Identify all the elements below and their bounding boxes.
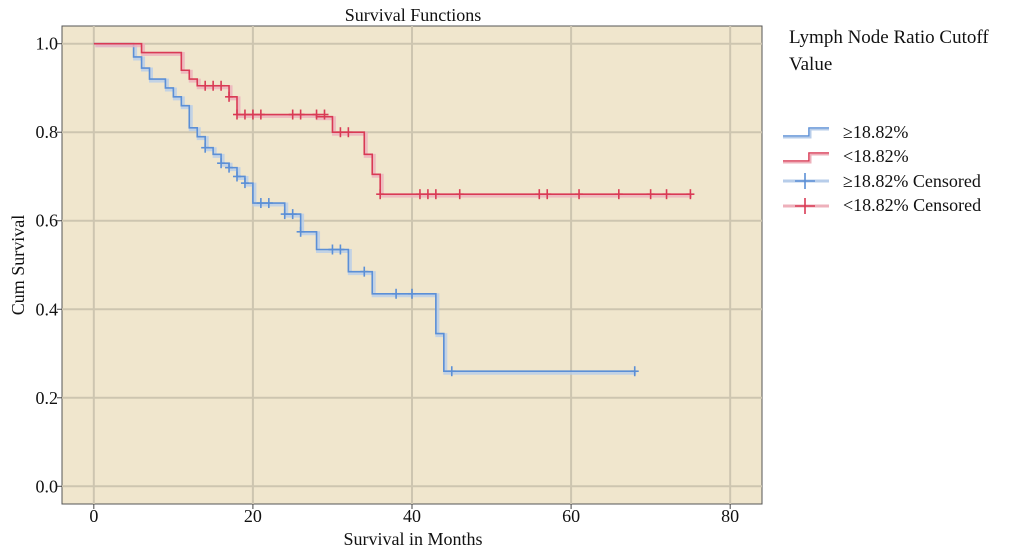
x-tick-label: 80 (721, 506, 739, 526)
y-tick-label: 0.6 (36, 211, 59, 231)
step-line (93, 42, 691, 195)
x-tick-label: 0 (89, 506, 98, 526)
legend-items: ≥18.82% <18.82% ≥18.82% Censored <18.82%… (765, 120, 1015, 218)
axes: 0 20 40 60 80 0.0 0.2 0.4 0.6 0.8 1.0 (36, 34, 740, 526)
x-tick-label: 40 (403, 506, 421, 526)
legend-item-low: <18.82% (765, 145, 1015, 170)
series-layer (93, 42, 695, 377)
legend-swatch-low-step-icon (783, 151, 829, 164)
y-tick-label: 0.4 (36, 299, 59, 319)
y-tick-label: 0.8 (36, 122, 59, 142)
grid (62, 26, 762, 504)
chart-title: Survival Functions (345, 5, 482, 25)
legend-title: Lymph Node Ratio Cutoff Value (789, 27, 989, 75)
legend-label-high-censored: ≥18.82% Censored (843, 170, 981, 191)
step-line-halo (95, 43, 692, 198)
legend-item-high-censored: ≥18.82% Censored (765, 169, 1015, 194)
legend-label-low: <18.82% (843, 146, 909, 167)
legend: Lymph Node Ratio Cutoff Value ≥18.82% <1… (765, 24, 1015, 218)
legend-swatch-high-step-icon (783, 127, 829, 139)
legend-swatch-low-censored-icon (783, 197, 829, 214)
step-line-halo (95, 43, 637, 375)
x-tick-label: 60 (562, 506, 580, 526)
legend-label-high: ≥18.82% (843, 121, 909, 142)
series-low-ratio (93, 42, 695, 200)
x-tick-label: 20 (244, 506, 262, 526)
y-tick-label: 0.2 (36, 388, 59, 408)
legend-item-high: ≥18.82% (765, 120, 1015, 145)
y-tick-label: 1.0 (36, 34, 59, 54)
legend-label-low-censored: <18.82% Censored (843, 195, 982, 216)
series-high-ratio (93, 42, 639, 377)
y-tick-label: 0.0 (36, 476, 59, 496)
x-axis-label: Survival in Months (343, 529, 482, 549)
legend-swatch-high-censored-icon (783, 173, 829, 190)
y-axis-label: Cum Survival (8, 215, 28, 316)
legend-item-low-censored: <18.82% Censored (765, 194, 1015, 219)
